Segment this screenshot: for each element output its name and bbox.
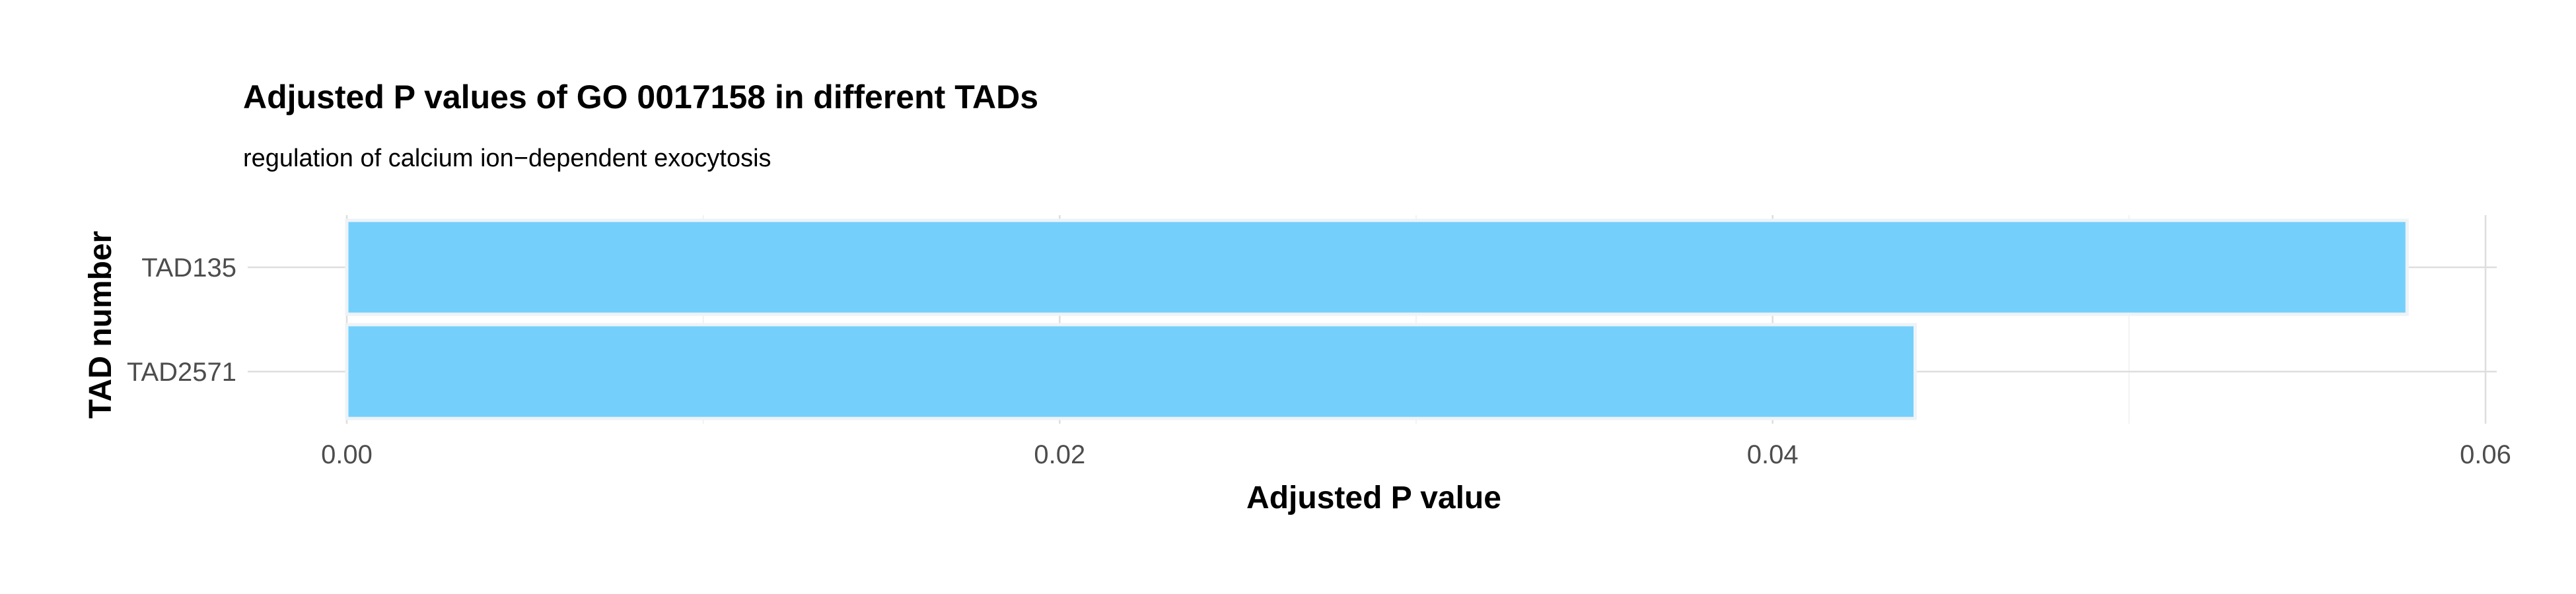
y-tick-label: TAD135	[141, 253, 236, 282]
x-tick-labels: 0.00 0.02 0.04 0.06	[321, 440, 2511, 469]
y-axis-title: TAD number	[83, 231, 118, 418]
x-tick-label: 0.00	[321, 440, 373, 469]
bars	[345, 218, 2409, 420]
chart-title: Adjusted P values of GO 0017158 in diffe…	[243, 79, 1038, 116]
bar-tad135	[345, 218, 2409, 316]
y-tick-label: TAD2571	[127, 358, 236, 387]
x-axis-title: Adjusted P value	[1246, 480, 1501, 515]
x-tick-label: 0.02	[1034, 440, 1085, 469]
chart-subtitle: regulation of calcium ion−dependent exoc…	[243, 145, 771, 172]
x-tick-label: 0.06	[2460, 440, 2511, 469]
bar-tad2571	[345, 323, 1917, 420]
x-tick-label: 0.04	[1747, 440, 1799, 469]
y-tick-labels: TAD135 TAD2571	[127, 253, 236, 387]
